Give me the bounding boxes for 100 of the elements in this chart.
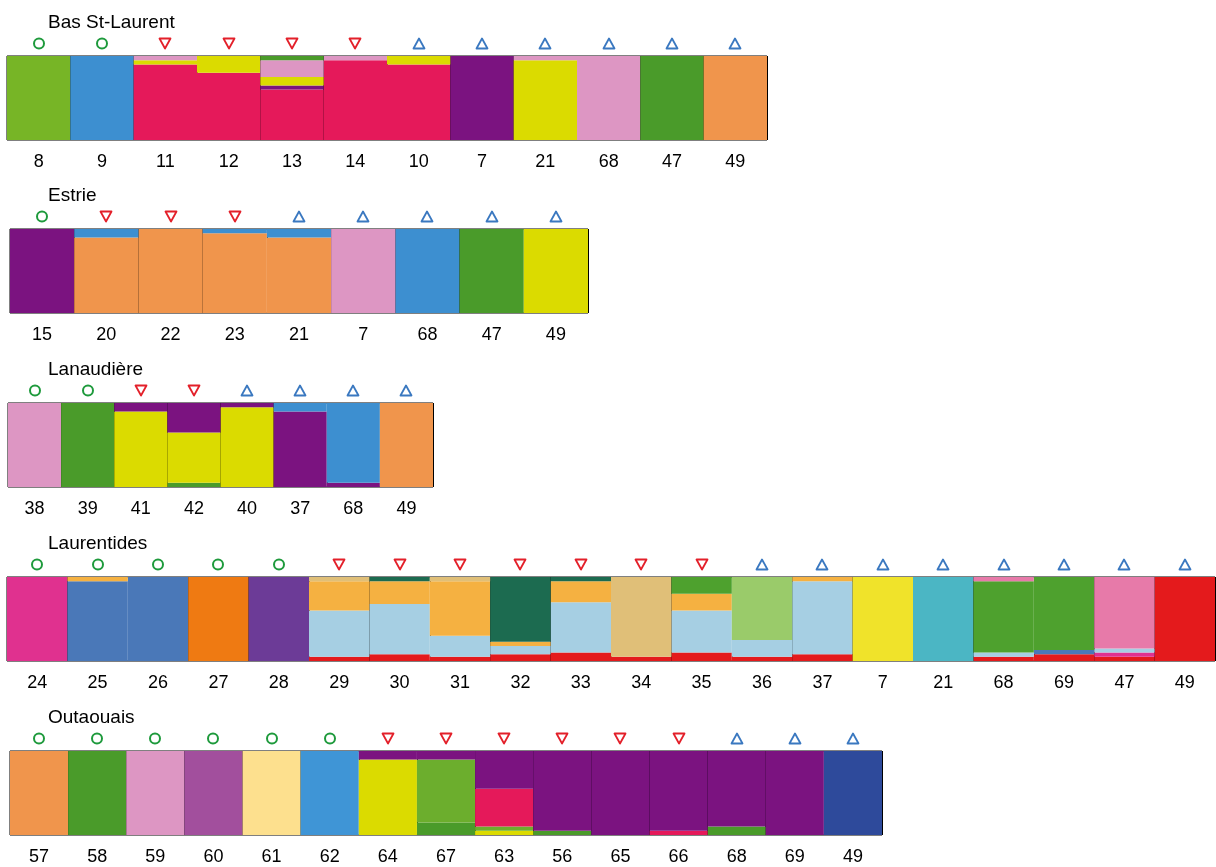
x-tick-label: 21	[535, 151, 556, 171]
bar	[10, 751, 69, 835]
bar	[973, 577, 1034, 582]
x-tick-label: 22	[160, 324, 181, 344]
bar	[7, 577, 68, 661]
bar	[640, 56, 704, 140]
x-tick-label: 69	[1053, 672, 1075, 692]
x-tick-label: 28	[268, 672, 289, 692]
x-tick-label: 20	[96, 324, 117, 344]
bar	[70, 56, 134, 140]
bar	[852, 577, 913, 661]
x-tick-label: 37	[290, 498, 311, 518]
bar	[475, 826, 534, 831]
x-tick-label: 68	[993, 672, 1014, 692]
bar	[475, 830, 534, 835]
x-tick-label: 21	[288, 324, 310, 344]
bar	[167, 482, 221, 487]
bar	[475, 788, 534, 827]
x-tick-label: 35	[691, 672, 712, 692]
bar	[1094, 652, 1155, 657]
x-tick-label: 10	[408, 151, 429, 171]
x-tick-label: 34	[631, 672, 652, 692]
x-tick-label: 32	[510, 672, 531, 692]
x-tick-label: 11	[155, 151, 175, 171]
bar	[242, 751, 301, 835]
bar	[823, 751, 882, 835]
x-tick-label: 67	[435, 846, 457, 866]
x-tick-label: 56	[552, 846, 573, 866]
x-tick-label: 47	[481, 324, 502, 344]
bar	[973, 652, 1034, 657]
x-tick-label: 7	[358, 324, 369, 344]
bar	[188, 577, 249, 661]
x-tick-label: 69	[784, 846, 805, 866]
bar	[260, 77, 324, 86]
bar	[260, 60, 324, 77]
chart-title: Bas St-Laurent	[48, 11, 176, 32]
bar	[533, 830, 592, 835]
x-tick-label: 49	[842, 846, 863, 866]
x-tick-label: 31	[449, 672, 471, 692]
x-tick-label: 61	[261, 846, 282, 866]
x-tick-label: 59	[145, 846, 166, 866]
x-tick-label: 15	[32, 324, 53, 344]
bar	[309, 577, 370, 582]
x-tick-label: 47	[661, 151, 683, 171]
bar	[513, 60, 577, 140]
x-tick-label: 49	[1174, 672, 1195, 692]
x-tick-label: 14	[345, 151, 366, 171]
x-tick-label: 64	[377, 846, 398, 866]
x-tick-label: 26	[147, 672, 169, 692]
bar	[731, 577, 793, 640]
bar	[490, 641, 551, 646]
x-tick-label: 68	[598, 151, 619, 171]
bar	[429, 577, 491, 582]
x-tick-label: 49	[725, 151, 746, 171]
x-tick-label: 62	[319, 846, 340, 866]
x-tick-label: 47	[1114, 672, 1135, 692]
bar	[450, 56, 514, 140]
x-tick-label: 24	[27, 672, 48, 692]
x-tick-label: 27	[208, 672, 229, 692]
chart-title: Lanaudière	[48, 358, 144, 379]
bar	[671, 577, 732, 594]
x-tick-label: 8	[33, 151, 44, 171]
x-tick-label: 57	[29, 846, 50, 866]
bar	[649, 830, 708, 835]
bar	[300, 751, 359, 835]
bar	[369, 577, 430, 582]
x-tick-label: 37	[812, 672, 833, 692]
bar	[387, 56, 451, 65]
x-tick-label: 68	[417, 324, 438, 344]
x-tick-label: 42	[183, 498, 204, 518]
bar	[416, 759, 476, 823]
x-tick-label: 41	[130, 498, 151, 518]
x-tick-label: 39	[77, 498, 98, 518]
x-tick-label: 30	[389, 672, 410, 692]
bar	[707, 826, 766, 835]
bar	[358, 759, 417, 835]
x-tick-label: 23	[224, 324, 245, 344]
x-tick-label: 25	[87, 672, 108, 692]
bar	[7, 56, 71, 140]
x-tick-label: 33	[570, 672, 591, 692]
x-tick-label: 60	[203, 846, 224, 866]
bar	[68, 751, 127, 835]
x-tick-label: 13	[281, 151, 303, 171]
x-tick-label: 40	[237, 498, 258, 518]
chart-title: Estrie	[48, 184, 97, 205]
bar	[126, 751, 185, 835]
bar	[550, 581, 611, 603]
x-tick-label: 66	[668, 846, 689, 866]
x-tick-label: 58	[87, 846, 108, 866]
x-tick-label: 7	[476, 151, 488, 171]
bar	[323, 56, 387, 61]
bar	[913, 577, 974, 661]
x-tick-label: 68	[726, 846, 747, 866]
bar	[248, 577, 309, 661]
bar	[611, 577, 672, 657]
bar	[671, 593, 732, 611]
x-tick-label: 12	[218, 151, 239, 171]
x-tick-label: 21	[933, 672, 954, 692]
chart-title: Laurentides	[48, 532, 148, 553]
bar	[184, 751, 243, 835]
